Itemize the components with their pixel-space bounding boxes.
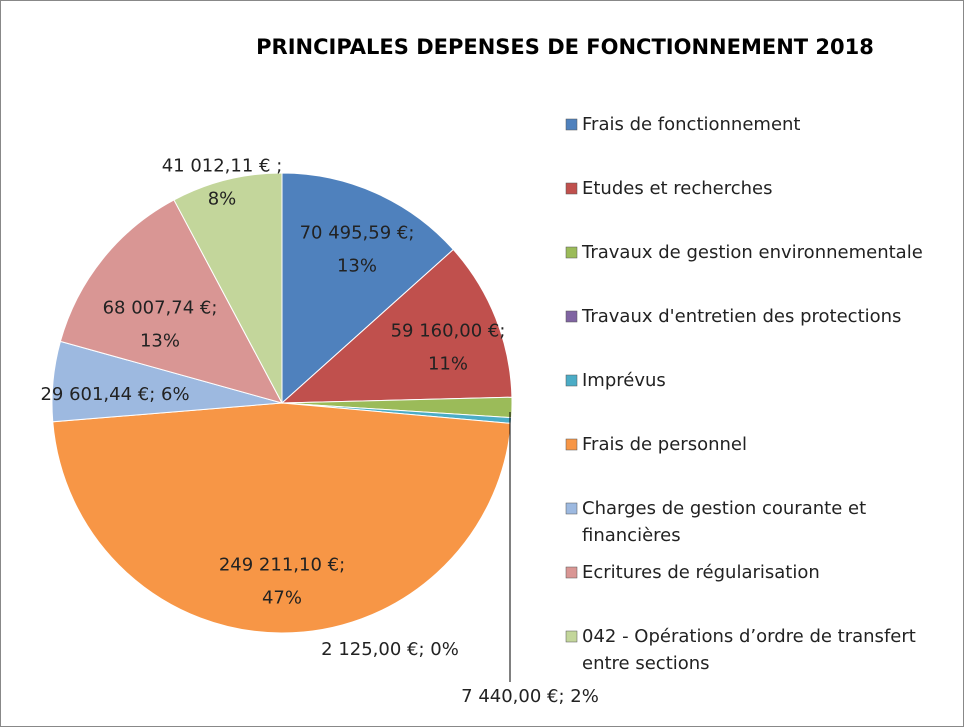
- legend-swatch: [565, 374, 578, 387]
- legend-label: Imprévus: [582, 370, 666, 391]
- legend-line: financières: [582, 525, 681, 546]
- data-label: 8%: [208, 189, 237, 210]
- data-label: 7 440,00 €; 2%: [461, 686, 599, 707]
- legend-swatch: [565, 118, 578, 131]
- pie-slice: [59, 199, 283, 404]
- data-label: 59 160,00 €;: [391, 321, 506, 342]
- data-label: 11%: [428, 354, 468, 375]
- data-label: 249 211,10 €;: [219, 555, 345, 576]
- legend-label: Ecritures de régularisation: [582, 562, 820, 583]
- pie-slice: [173, 172, 283, 404]
- legend-swatch: [565, 566, 578, 579]
- legend-label: Travaux de gestion environnementale: [581, 242, 923, 263]
- legend-swatch: [565, 630, 578, 643]
- data-label: 13%: [140, 331, 180, 352]
- legend-line: Ecritures de régularisation: [582, 562, 820, 583]
- data-label: 41 012,11 € ;: [162, 156, 283, 177]
- data-label: 47%: [262, 588, 302, 609]
- legend-label: 042 - Opérations d’ordre de transfert ent…: [582, 626, 916, 674]
- legend-line: 042 - Opérations d’ordre de transfert: [582, 626, 916, 647]
- legend-line: Frais de fonctionnement: [582, 114, 801, 135]
- legend-swatch: [565, 182, 578, 195]
- legend-line: Charges de gestion courante et: [582, 498, 866, 519]
- data-label: 70 495,59 €;: [300, 223, 415, 244]
- legend-label: Frais de personnel: [582, 434, 747, 455]
- legend-line: Travaux d'entretien des protections: [581, 306, 901, 327]
- legend-swatch: [565, 438, 578, 451]
- legend-label: Travaux d'entretien des protections: [581, 306, 901, 327]
- legend-line: Imprévus: [582, 370, 666, 391]
- legend-swatch: [565, 246, 578, 259]
- legend-line: Frais de personnel: [582, 434, 747, 455]
- data-label: 29 601,44 €; 6%: [40, 384, 189, 405]
- legend-label: Etudes et recherches: [582, 178, 773, 199]
- data-label: 68 007,74 €;: [103, 298, 218, 319]
- pie-slice: [281, 172, 455, 405]
- legend-line: Travaux de gestion environnementale: [581, 242, 923, 263]
- data-label: 13%: [337, 256, 377, 277]
- chart-title: PRINCIPALES DEPENSES DE FONCTIONNEMENT 2…: [256, 35, 874, 59]
- legend-swatch: [565, 310, 578, 323]
- legend-label: Frais de fonctionnement: [582, 114, 801, 135]
- pie-slice: [280, 248, 513, 404]
- legend-swatch: [565, 502, 578, 515]
- legend-line: Etudes et recherches: [582, 178, 773, 199]
- legend-line: entre sections: [582, 653, 710, 674]
- legend-label: Charges de gestion courante et financière…: [582, 498, 866, 546]
- data-label: 2 125,00 €; 0%: [321, 639, 459, 660]
- pie-slice: [52, 402, 512, 634]
